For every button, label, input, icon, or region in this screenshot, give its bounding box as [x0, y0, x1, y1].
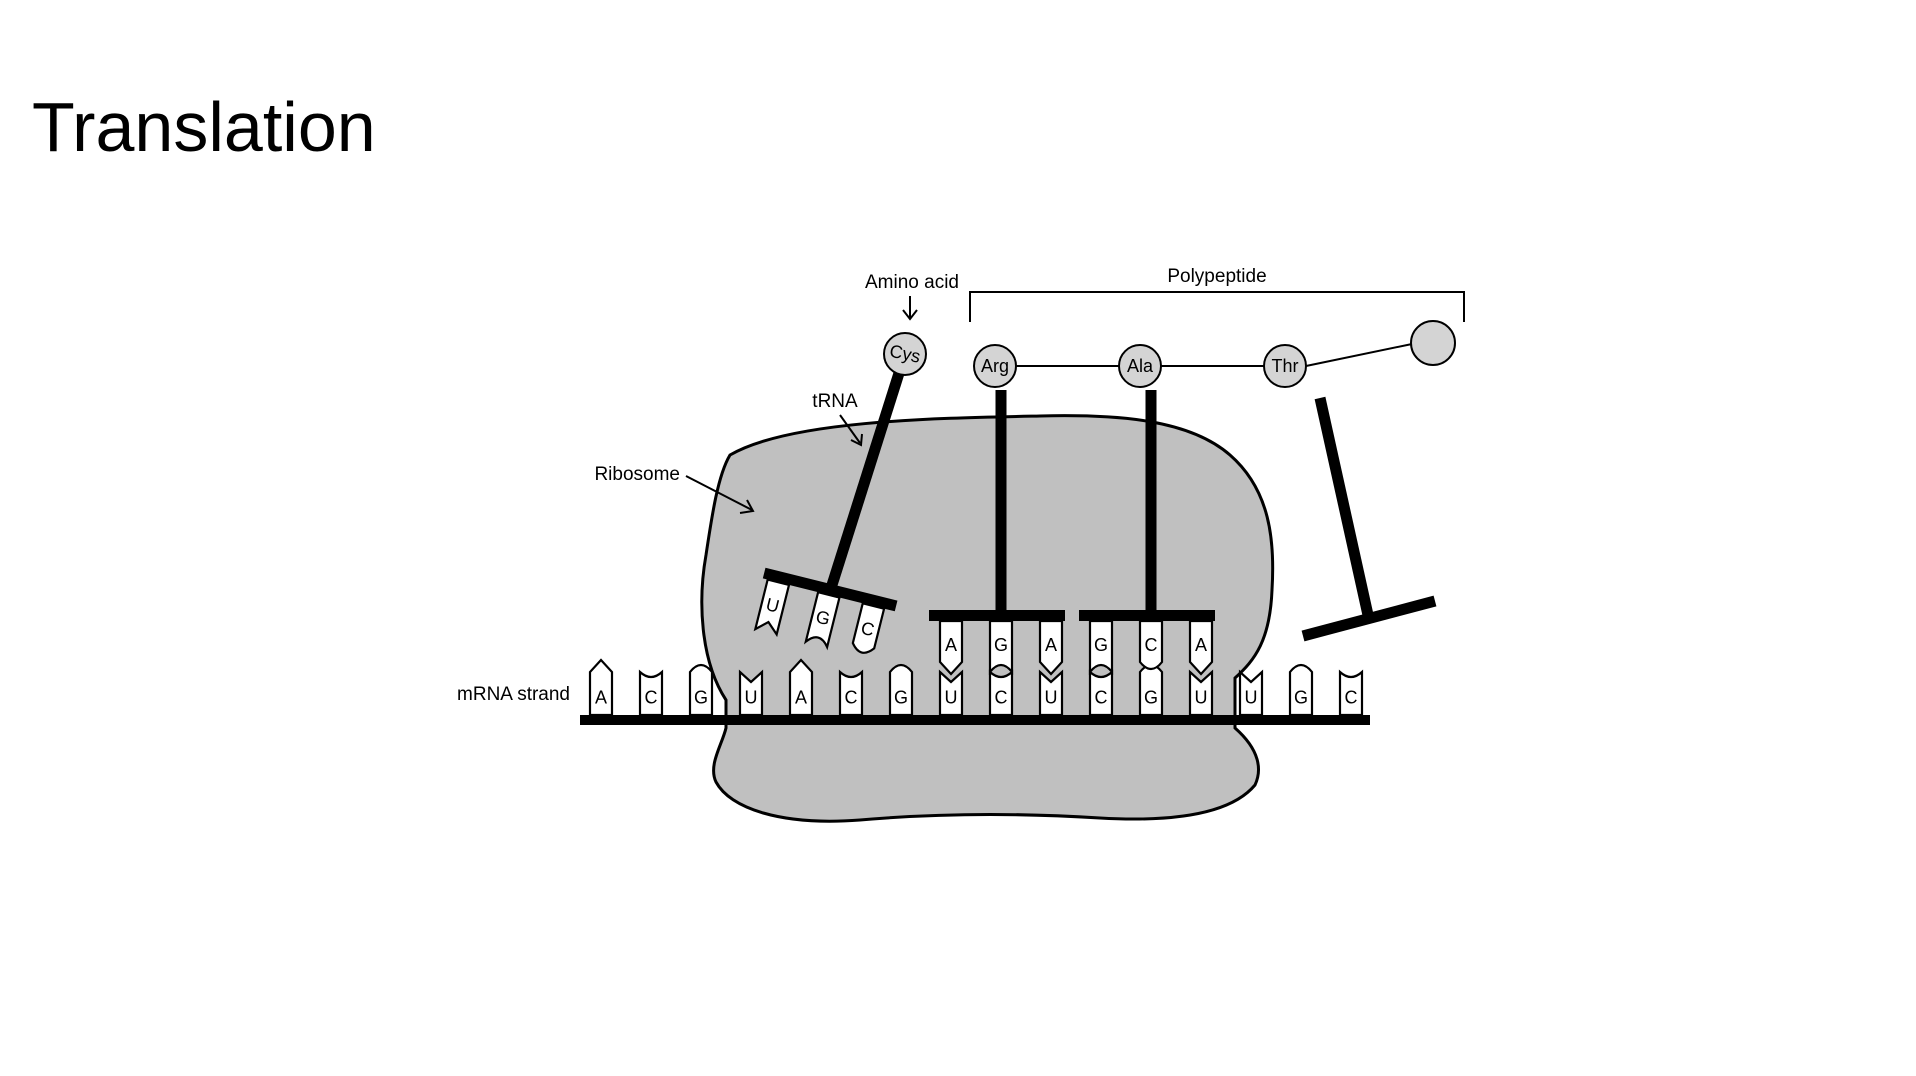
mrna-base: C — [988, 669, 1014, 717]
anticodon-base — [1138, 619, 1164, 671]
mrna-base: G — [888, 663, 914, 717]
mrna-base-letter: G — [1294, 687, 1308, 707]
incoming-trna-bar — [762, 567, 898, 612]
mrna-base-letter: G — [1144, 687, 1158, 707]
peptide-bonds — [1015, 343, 1413, 367]
mrna-strand-label: mRNA strand — [457, 684, 570, 705]
trna-arrow — [839, 414, 863, 447]
departing-trna-stem — [1314, 396, 1374, 617]
mrna-base-letter: C — [995, 687, 1008, 707]
mrna-base: U — [1238, 669, 1264, 717]
polypeptide-label: Polypeptide — [1167, 266, 1266, 287]
incoming-trna: U G C — [753, 368, 906, 654]
amino-acid-label: Arg — [981, 356, 1009, 376]
mrna-base-letter: U — [1245, 687, 1258, 707]
anticodon-base — [1088, 619, 1114, 676]
mrna-base: G — [1138, 663, 1164, 717]
anticodon-letter: A — [945, 635, 957, 655]
mrna-base-letter: A — [795, 687, 807, 707]
trna-stem — [995, 390, 1007, 612]
amino-acid — [1410, 320, 1456, 366]
mrna-base-letter: C — [1345, 687, 1358, 707]
amino-acid-label: Ala — [1127, 356, 1154, 376]
anticodon-base — [1038, 619, 1064, 676]
amino-acid: Arg — [973, 344, 1017, 388]
mrna-base: G — [1288, 663, 1314, 717]
anticodon-letter: G — [1094, 635, 1108, 655]
trna-bar — [929, 610, 1065, 621]
mrna-base: U — [738, 669, 764, 717]
anticodon-letter: A — [1045, 635, 1057, 655]
anticodon-base — [803, 590, 841, 651]
mrna-base: G — [688, 663, 714, 717]
trna-stem — [1145, 390, 1157, 612]
amino-acid: Ala — [1118, 344, 1162, 388]
mrna-base-letter: U — [745, 687, 758, 707]
mrna-base: C — [1088, 669, 1114, 717]
slide-title: Translation — [32, 88, 376, 166]
amino-acid-label: Amino acid — [865, 272, 959, 293]
departing-trna — [1301, 396, 1437, 642]
mrna-backbone — [580, 715, 1370, 725]
anticodon-base — [851, 601, 886, 654]
anticodon-letter: G — [994, 635, 1008, 655]
anticodon-letter: G — [814, 606, 832, 629]
anticodon-base — [938, 619, 964, 676]
amino-acids: Cys Arg Ala Thr — [883, 320, 1456, 388]
amino-acid-arrow — [902, 296, 918, 321]
anticodon-base — [988, 619, 1014, 676]
trna-bar — [1079, 610, 1215, 621]
amino-acid: Cys — [883, 332, 927, 376]
anticodon-letter: C — [1145, 635, 1158, 655]
anticodon-letter: U — [764, 594, 781, 617]
mrna-base: C — [1338, 669, 1364, 717]
mrna-base: C — [638, 669, 664, 717]
mrna-base-letter: C — [645, 687, 658, 707]
mrna-base-letter: G — [894, 687, 908, 707]
mrna-base: U — [938, 669, 964, 717]
ribosome-arrow — [685, 475, 755, 514]
mrna-base-letter: C — [1095, 687, 1108, 707]
mrna-base: C — [838, 669, 864, 717]
mrna-base-letter: U — [1195, 687, 1208, 707]
mrna-base-letter: A — [595, 687, 607, 707]
polypeptide-bracket — [969, 291, 1465, 322]
anticodon-letter: C — [859, 618, 876, 641]
mrna-base-letter: C — [845, 687, 858, 707]
mrna-base-letter: U — [1045, 687, 1058, 707]
incoming-anticodon: U G C — [753, 578, 886, 654]
anticodon-base — [753, 578, 791, 638]
mrna-base: U — [1188, 669, 1214, 717]
mrna-base-letter: G — [694, 687, 708, 707]
mrna-base: A — [588, 658, 614, 717]
amino-acid-label: Thr — [1272, 356, 1299, 376]
amino-acid: Thr — [1263, 344, 1307, 388]
anticodon-letter: A — [1195, 635, 1207, 655]
mrna-base-letter: U — [945, 687, 958, 707]
anticodon-base — [1188, 619, 1214, 676]
ribosome-label: Ribosome — [594, 464, 680, 485]
mrna-base: A — [788, 658, 814, 717]
departing-trna-bar — [1301, 595, 1437, 642]
incoming-trna-stem — [826, 368, 906, 587]
trna-label: tRNA — [812, 391, 858, 412]
mrna-base: U — [1038, 669, 1064, 717]
